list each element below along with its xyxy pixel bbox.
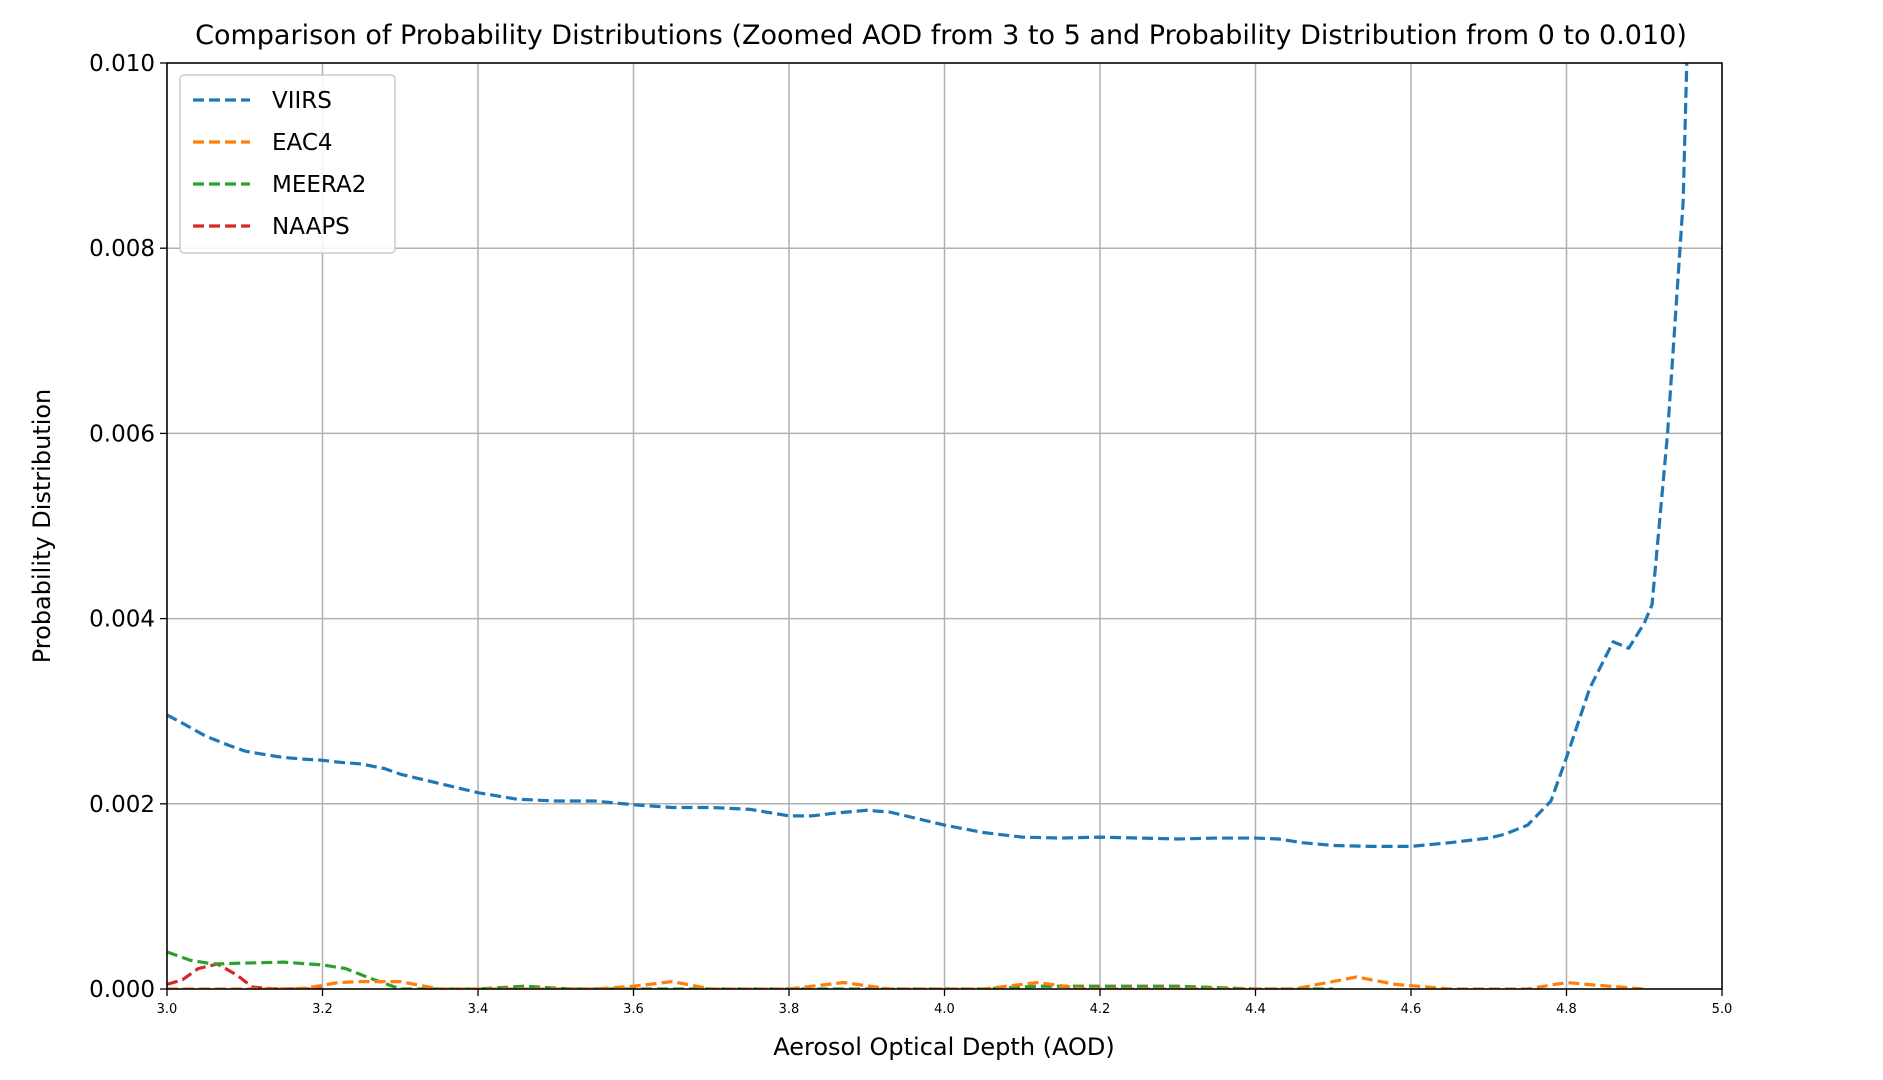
x-tick-label: 3.0 [157,1002,178,1017]
y-axis-ticks: 0.000 0.002 0.004 0.006 0.008 0.010 [89,51,167,1003]
x-tick-label: 4.8 [1556,1002,1577,1017]
legend: VIIRS EAC4 MEERA2 NAAPS [179,74,396,254]
legend-label-naaps: NAAPS [272,214,350,240]
x-tick-label: 4.6 [1401,1002,1422,1017]
x-tick-label: 4.2 [1090,1002,1111,1017]
x-tick-label: 4.4 [1245,1002,1266,1017]
series-line-viirs [167,63,1689,849]
x-tick-label: 4.0 [934,1002,955,1017]
y-axis-label: Probability Distribution [28,389,56,664]
y-tick-label: 0.008 [89,236,155,262]
x-tick-label: 3.6 [623,1002,644,1017]
chart-title: Comparison of Probability Distributions … [195,20,1687,51]
x-axis-ticks: 3.0 3.2 3.4 3.6 3.8 4.0 4.2 4.4 4.6 4.8 5.0 [157,989,1733,1017]
x-axis-label: Aerosol Optical Depth (AOD) [773,1033,1115,1061]
legend-label-viirs: VIIRS [272,88,332,114]
y-tick-label: 0.006 [89,421,155,447]
legend-box [179,74,396,254]
y-tick-label: 0.004 [89,607,155,633]
y-tick-label: 0.000 [89,977,155,1003]
legend-label-eac4: EAC4 [272,130,333,156]
x-tick-label: 3.2 [312,1002,333,1017]
y-tick-label: 0.010 [89,51,155,77]
x-tick-label: 3.4 [468,1002,489,1017]
legend-label-meera2: MEERA2 [272,172,366,198]
x-tick-label: 5.0 [1712,1002,1733,1017]
x-tick-label: 3.8 [779,1002,800,1017]
y-tick-label: 0.002 [89,792,155,818]
